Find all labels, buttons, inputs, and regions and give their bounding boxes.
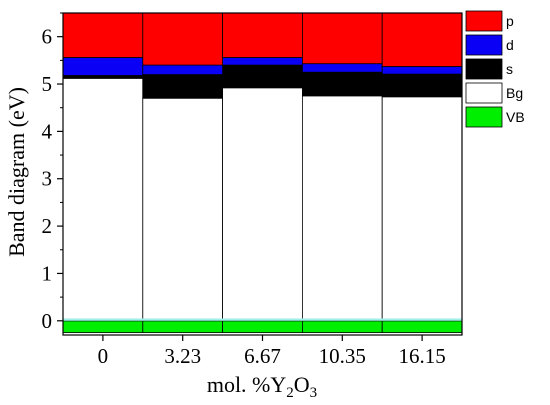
bar-d-3_23 bbox=[142, 64, 224, 75]
y-tick-label: 0 bbox=[42, 309, 53, 333]
bar-bg-6_67 bbox=[222, 87, 303, 322]
bar-s-16_15 bbox=[381, 73, 463, 98]
legend-label-vb: VB bbox=[506, 109, 525, 125]
plot-area bbox=[62, 12, 463, 336]
bar-s-0 bbox=[62, 75, 144, 79]
legend-swatch-bg bbox=[465, 82, 503, 104]
y-tick-label: 3 bbox=[42, 167, 53, 191]
bar-p-6_67 bbox=[222, 12, 303, 58]
y-tick-label: 6 bbox=[42, 25, 53, 49]
bar-bg-0 bbox=[62, 77, 144, 322]
bar-vb-6_67 bbox=[222, 320, 303, 334]
y-tick-label: 5 bbox=[42, 72, 53, 96]
legend-label-p: p bbox=[506, 13, 514, 29]
bar-vb-0 bbox=[62, 320, 144, 334]
legend-swatch-p bbox=[465, 10, 503, 32]
x-tick-label: 0 bbox=[98, 344, 109, 368]
legend-label-d: d bbox=[506, 37, 514, 53]
bar-s-6_67 bbox=[222, 64, 303, 89]
y-tick-label: 4 bbox=[42, 119, 53, 143]
bar-vb-10_35 bbox=[301, 320, 383, 334]
legend-label-s: s bbox=[506, 61, 513, 77]
bar-bg-3_23 bbox=[142, 97, 224, 322]
bar-d-6_67 bbox=[222, 57, 303, 66]
bar-d-16_15 bbox=[381, 66, 463, 75]
x-axis-ticks: 0 3.23 6.67 10.35 16.15 bbox=[98, 335, 446, 368]
bar-p-0 bbox=[62, 12, 144, 58]
y-axis-label: Band diagram (eV) bbox=[4, 87, 29, 257]
bar-d-10_35 bbox=[301, 63, 383, 73]
y-tick-label: 2 bbox=[42, 214, 53, 238]
legend-label-bg: Bg bbox=[506, 85, 523, 101]
bar-s-3_23 bbox=[142, 74, 224, 99]
bar-p-3_23 bbox=[142, 12, 224, 66]
vb-edge-highlight bbox=[63, 318, 462, 321]
bar-p-16_15 bbox=[381, 12, 463, 67]
x-tick-label: 3.23 bbox=[164, 344, 201, 368]
x-tick-label: 6.67 bbox=[244, 344, 281, 368]
legend-swatch-s bbox=[465, 58, 503, 80]
bar-s-10_35 bbox=[301, 71, 383, 97]
legend: pds Bg VB bbox=[465, 10, 525, 128]
legend-swatch-d bbox=[465, 34, 503, 56]
bar-bg-10_35 bbox=[301, 95, 383, 322]
bar-vb-3_23 bbox=[142, 320, 224, 334]
x-tick-label: 16.15 bbox=[398, 344, 445, 368]
legend-swatch-vb bbox=[465, 106, 503, 128]
bar-p-10_35 bbox=[301, 12, 383, 65]
x-axis-label: mol. %Y2O3 bbox=[207, 372, 317, 401]
y-axis-ticks: 0 1 2 3 4 5 6 bbox=[42, 12, 63, 333]
bar-bg-16_15 bbox=[381, 96, 463, 322]
bar-d-0 bbox=[62, 57, 144, 76]
x-tick-label: 10.35 bbox=[319, 344, 366, 368]
y-tick-label: 1 bbox=[42, 261, 53, 285]
bar-vb-16_15 bbox=[381, 320, 463, 334]
